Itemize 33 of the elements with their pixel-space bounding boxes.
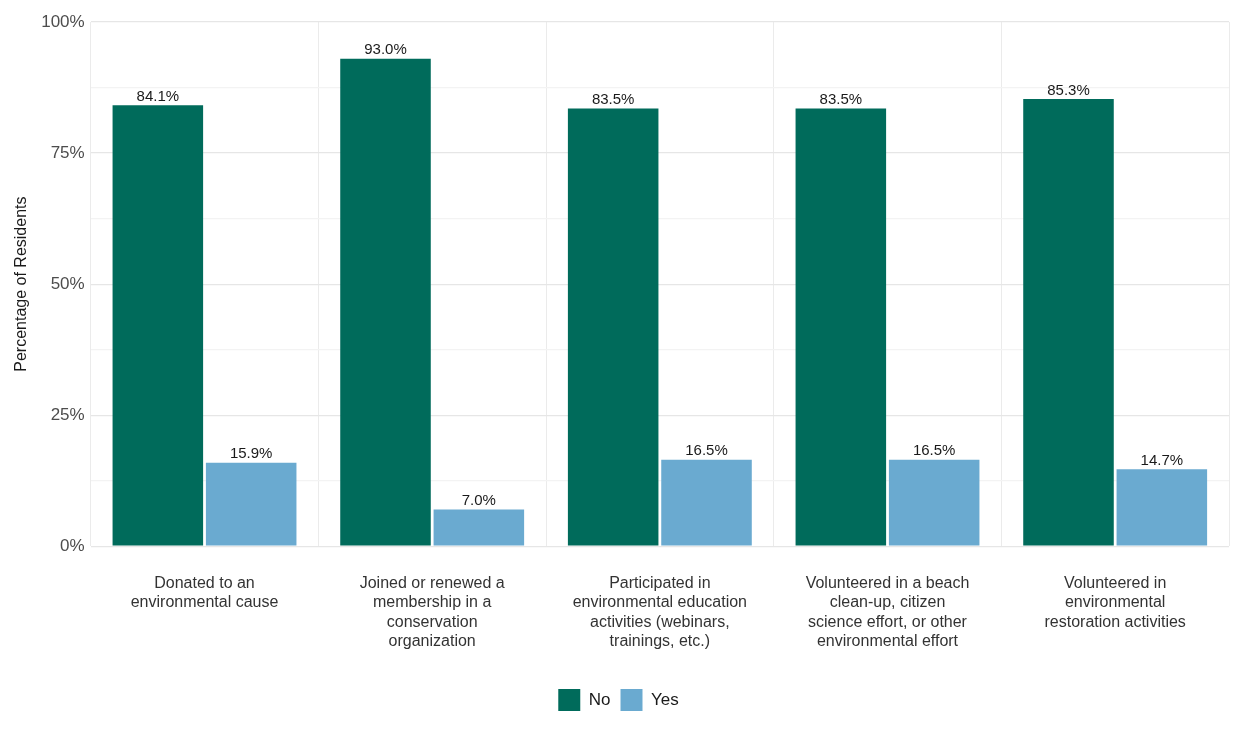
x-tick-label: Participated in environmental education activities (webinars, trainings, etc.) <box>572 574 748 649</box>
y-tick-label: 50% <box>50 273 85 293</box>
data-label: 85.3% <box>1047 80 1090 98</box>
x-tick-label: Donated to an environmental cause <box>130 574 279 611</box>
y-tick-label: 75% <box>50 142 85 162</box>
bar <box>888 459 980 546</box>
data-label: 84.1% <box>136 86 180 104</box>
bar <box>1116 469 1208 546</box>
data-label: 7.0% <box>461 491 496 509</box>
data-label: 93.0% <box>364 40 407 58</box>
x-tick-label: Joined or renewed a membership in a conservation organization <box>359 574 505 649</box>
x-tick-label: Volunteered in a beach clean-up, citizen science effort, or other environmental effort <box>805 574 970 649</box>
data-label: 16.5% <box>912 441 956 459</box>
y-tick-label: 100% <box>41 11 85 31</box>
y-tick-label: 25% <box>50 404 85 424</box>
data-label: 15.9% <box>229 444 273 462</box>
bar <box>340 58 431 546</box>
bar <box>1023 99 1114 546</box>
legend-label: No <box>588 689 611 709</box>
data-label: 83.5% <box>819 90 863 108</box>
y-tick-label: 0% <box>60 535 85 555</box>
data-label: 14.7% <box>1140 450 1184 468</box>
bar <box>112 105 204 546</box>
bar <box>205 462 297 546</box>
x-tick-label: Volunteered in environmental restoration activities <box>1044 574 1186 630</box>
legend-label: Yes <box>651 689 679 709</box>
data-label: 16.5% <box>685 441 728 459</box>
bar <box>433 509 525 546</box>
bar <box>795 108 887 546</box>
y-axis-title: Percentage of Residents <box>12 196 30 372</box>
bar <box>661 459 752 546</box>
data-label: 83.5% <box>591 90 635 108</box>
bar <box>567 108 659 546</box>
